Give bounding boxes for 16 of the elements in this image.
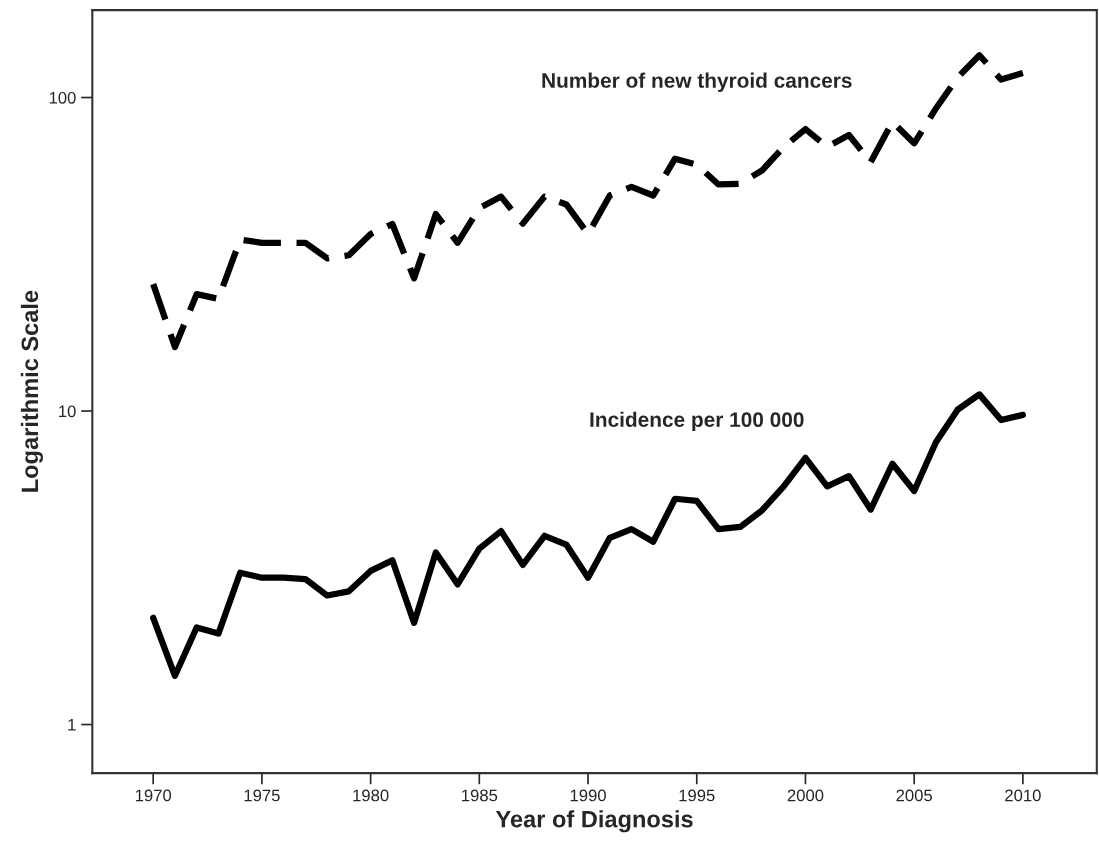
y-tick-label: 100 bbox=[49, 91, 76, 104]
x-tick-label: 2000 bbox=[787, 789, 824, 802]
x-tick-label: 1995 bbox=[679, 789, 715, 802]
y-tick-label: 10 bbox=[59, 405, 76, 418]
x-axis-title: Year of Diagnosis bbox=[495, 810, 693, 833]
x-tick-label: 1980 bbox=[353, 789, 389, 802]
x-tick-label: 2005 bbox=[896, 789, 933, 802]
x-tick-label: 1990 bbox=[570, 789, 606, 802]
y-axis-title: Logarithmic Scale bbox=[20, 290, 43, 492]
text: Number of new thyroid cancers bbox=[542, 72, 852, 92]
x-tick-label: 1975 bbox=[244, 789, 280, 802]
x-tick-label: 1970 bbox=[135, 789, 172, 802]
series-label: Incidence per 100 000 bbox=[590, 411, 804, 432]
x-tick-label: 2010 bbox=[1005, 789, 1041, 802]
y-tick-label: 1 bbox=[68, 719, 76, 731]
x-tick-label: 1985 bbox=[462, 789, 498, 802]
